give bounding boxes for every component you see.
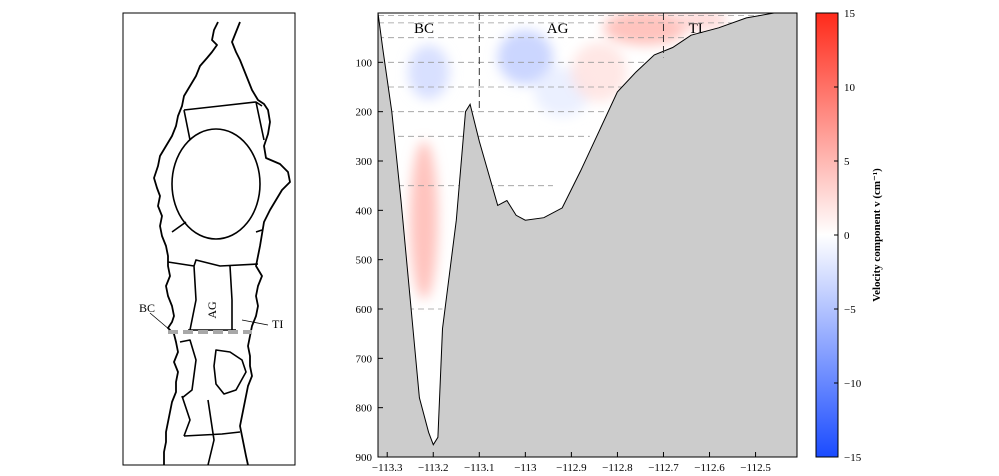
y-tick-label-7: 800 bbox=[356, 403, 373, 415]
y-tick-label-3: 400 bbox=[356, 205, 373, 217]
gulf-coastline bbox=[153, 21, 291, 466]
region-label-bc: BC bbox=[414, 21, 434, 37]
colorbar-tick-label-0: 15 bbox=[844, 8, 856, 20]
x-tick-label-2: −113.1 bbox=[464, 462, 495, 474]
seafloor-bathymetry bbox=[378, 13, 797, 457]
x-axis: −113.3 −113.2 −113.1 −113 −112.9 −112.8 −112.7… bbox=[372, 452, 771, 474]
velocity-cell-0 bbox=[410, 141, 438, 300]
y-tick-label-0: 100 bbox=[356, 57, 373, 69]
x-tick-label-1: −113.2 bbox=[418, 462, 449, 474]
section-plot: BC AG TI −113.3 −113.2 −113.1 −113 −112.9 −112.… bbox=[356, 12, 798, 474]
map-label-bc: BC bbox=[139, 301, 155, 315]
y-tick-label-6: 700 bbox=[356, 353, 373, 365]
y-axis: 100 200 300 400 500 600 700 800 900 bbox=[356, 57, 383, 464]
x-tick-label-6: −112.7 bbox=[648, 462, 679, 474]
map-inset: BC AG TI bbox=[122, 12, 296, 466]
velocity-cell-4 bbox=[603, 13, 687, 46]
velocity-field bbox=[407, 13, 728, 300]
colorbar-tick-label-4: −5 bbox=[844, 304, 856, 316]
map-interior-lines bbox=[167, 101, 265, 466]
x-tick-label-7: −112.6 bbox=[694, 462, 725, 474]
region-label-ag: AG bbox=[547, 21, 569, 37]
colorbar-tick-label-6: −15 bbox=[844, 452, 862, 464]
x-tick-label-8: −112.5 bbox=[740, 462, 771, 474]
map-label-ag: AG bbox=[205, 301, 219, 319]
region-labels: BC AG TI bbox=[414, 21, 703, 37]
velocity-cell-6 bbox=[672, 13, 728, 31]
colorbar-tick-label-3: 0 bbox=[844, 230, 850, 242]
colorbar: 15 10 5 0 −5 −10 −15 Velocity component v (cm⁻… bbox=[815, 8, 883, 464]
bc-pointer bbox=[149, 312, 171, 331]
x-tick-label-0: −113.3 bbox=[372, 462, 403, 474]
y-tick-label-1: 200 bbox=[356, 107, 373, 119]
y-tick-label-8: 900 bbox=[356, 452, 373, 464]
region-label-ti: TI bbox=[689, 21, 703, 37]
region-boundaries bbox=[478, 13, 664, 112]
map-label-ti: TI bbox=[272, 317, 283, 331]
plot-frame bbox=[377, 12, 798, 458]
colorbar-title: Velocity component v (cm⁻¹) bbox=[871, 168, 883, 302]
y-tick-label-4: 500 bbox=[356, 255, 373, 267]
velocity-cell-2 bbox=[497, 30, 553, 85]
colorbar-tick-label-5: −10 bbox=[844, 378, 862, 390]
y-tick-label-5: 600 bbox=[356, 304, 373, 316]
x-tick-label-4: −112.9 bbox=[556, 462, 587, 474]
y-tick-label-2: 300 bbox=[356, 156, 373, 168]
x-tick-label-5: −112.8 bbox=[602, 462, 633, 474]
velocity-cell-1 bbox=[407, 45, 450, 100]
x-tick-label-3: −113 bbox=[514, 462, 537, 474]
colorbar-ticks: 15 10 5 0 −5 −10 −15 bbox=[834, 8, 862, 464]
ti-pointer bbox=[241, 319, 269, 326]
colorbar-tick-label-2: 5 bbox=[844, 156, 850, 168]
colorbar-tick-label-1: 10 bbox=[844, 82, 856, 94]
